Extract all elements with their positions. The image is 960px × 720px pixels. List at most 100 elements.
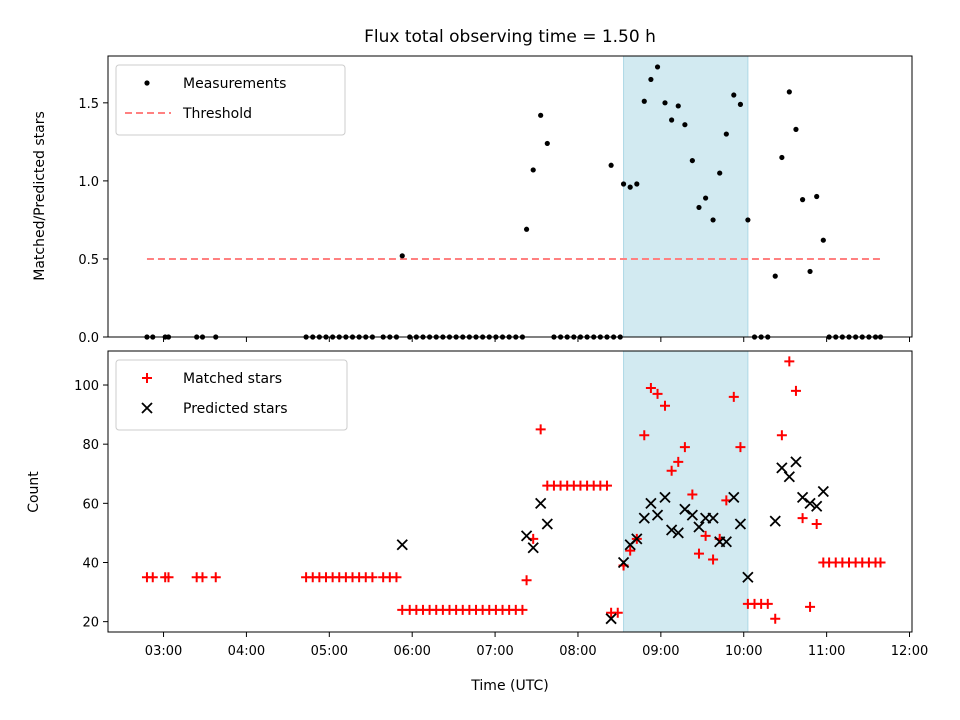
series-x bbox=[396, 456, 829, 625]
data-point bbox=[790, 456, 802, 468]
y-tick-label: 1.0 bbox=[78, 175, 99, 190]
panel-count: 20 40 60 80 100 03:00 04:00 05:00 06:00 07:00 08:0… bbox=[74, 350, 928, 659]
data-point bbox=[720, 536, 732, 548]
data-point bbox=[807, 268, 813, 275]
legend-box bbox=[115, 64, 346, 136]
top-y-axis-label: Matched/Predicted stars bbox=[32, 111, 48, 281]
data-point bbox=[648, 76, 654, 83]
data-point bbox=[673, 456, 684, 467]
legend-marker bbox=[142, 373, 152, 383]
data-point bbox=[797, 513, 808, 524]
data-point bbox=[675, 103, 681, 109]
data-point bbox=[541, 518, 553, 530]
data-point bbox=[700, 530, 711, 541]
data-point bbox=[662, 100, 668, 106]
data-point bbox=[786, 89, 792, 95]
x-tick-label: 07:00 bbox=[476, 644, 513, 659]
data-point bbox=[665, 524, 678, 536]
data-point bbox=[639, 430, 650, 441]
data-point bbox=[796, 491, 809, 504]
x-tick-label: 12:00 bbox=[891, 644, 928, 659]
data-point bbox=[631, 533, 643, 545]
x-tick-label: 05:00 bbox=[311, 644, 348, 659]
data-point bbox=[728, 491, 740, 504]
data-point bbox=[399, 253, 405, 259]
data-point bbox=[210, 572, 221, 583]
data-point bbox=[708, 554, 719, 565]
data-point bbox=[517, 604, 528, 615]
x-tick-label: 11:00 bbox=[808, 644, 845, 659]
data-point bbox=[523, 226, 530, 232]
y-tick-label: 20 bbox=[82, 616, 99, 631]
data-point bbox=[538, 112, 544, 118]
data-point bbox=[805, 601, 816, 612]
data-point bbox=[779, 154, 785, 161]
data-point bbox=[147, 572, 158, 583]
data-point bbox=[544, 140, 550, 147]
shaded-interval bbox=[623, 55, 749, 338]
data-point bbox=[638, 512, 650, 524]
data-point bbox=[776, 462, 788, 474]
legend-label: Matched stars bbox=[183, 371, 282, 387]
data-point bbox=[659, 491, 671, 504]
data-point bbox=[793, 126, 799, 132]
data-point bbox=[814, 193, 820, 200]
data-point bbox=[737, 101, 744, 107]
data-point bbox=[687, 489, 698, 500]
data-point bbox=[693, 548, 704, 559]
data-point bbox=[672, 527, 684, 539]
data-point bbox=[717, 170, 723, 176]
data-point bbox=[811, 519, 822, 530]
data-point bbox=[811, 500, 823, 512]
shaded-interval bbox=[623, 350, 749, 633]
data-point bbox=[627, 184, 633, 190]
data-point bbox=[617, 556, 630, 569]
data-point bbox=[620, 181, 627, 187]
y-tick-label: 0.0 bbox=[78, 331, 99, 346]
y-tick-label: 0.5 bbox=[78, 253, 99, 268]
data-point bbox=[645, 382, 656, 393]
x-tick-label: 03:00 bbox=[145, 644, 182, 659]
data-point bbox=[197, 572, 208, 583]
data-point bbox=[679, 503, 691, 515]
data-point bbox=[530, 167, 536, 173]
data-point bbox=[745, 217, 751, 223]
data-point bbox=[396, 539, 408, 551]
data-point bbox=[734, 518, 747, 530]
x-tick-label: 06:00 bbox=[393, 644, 430, 659]
plot-layer: 0.0 0.5 1.0 1.5 Measurements Threshold 20 40 60 8… bbox=[74, 55, 928, 659]
data-point bbox=[625, 545, 636, 556]
legend-marker bbox=[144, 80, 150, 86]
x-axis-label: Time (UTC) bbox=[470, 678, 548, 694]
x-tick-label: 10:00 bbox=[725, 644, 762, 659]
series-dot bbox=[144, 64, 884, 340]
data-point bbox=[682, 122, 688, 128]
data-point bbox=[817, 485, 829, 498]
data-point bbox=[875, 557, 886, 568]
data-point bbox=[608, 162, 614, 168]
data-point bbox=[651, 509, 664, 521]
data-point bbox=[735, 442, 746, 453]
data-point bbox=[696, 204, 702, 211]
data-point bbox=[527, 542, 539, 554]
x-tick-label: 04:00 bbox=[228, 644, 265, 659]
data-point bbox=[669, 117, 675, 123]
x-tick-label: 08:00 bbox=[559, 644, 596, 659]
data-point bbox=[731, 92, 737, 98]
axes-frame bbox=[107, 55, 913, 338]
data-point bbox=[723, 131, 729, 137]
legend-box bbox=[115, 359, 348, 431]
data-point bbox=[710, 217, 716, 223]
data-point bbox=[652, 388, 663, 399]
data-point bbox=[645, 497, 657, 509]
data-point bbox=[641, 98, 647, 104]
data-point bbox=[689, 157, 695, 164]
data-point bbox=[820, 237, 826, 243]
data-point bbox=[693, 521, 705, 533]
data-point bbox=[686, 509, 698, 521]
data-point bbox=[804, 497, 816, 509]
chart-title: Flux total observing time = 1.50 h bbox=[364, 27, 656, 47]
data-point bbox=[772, 273, 778, 279]
